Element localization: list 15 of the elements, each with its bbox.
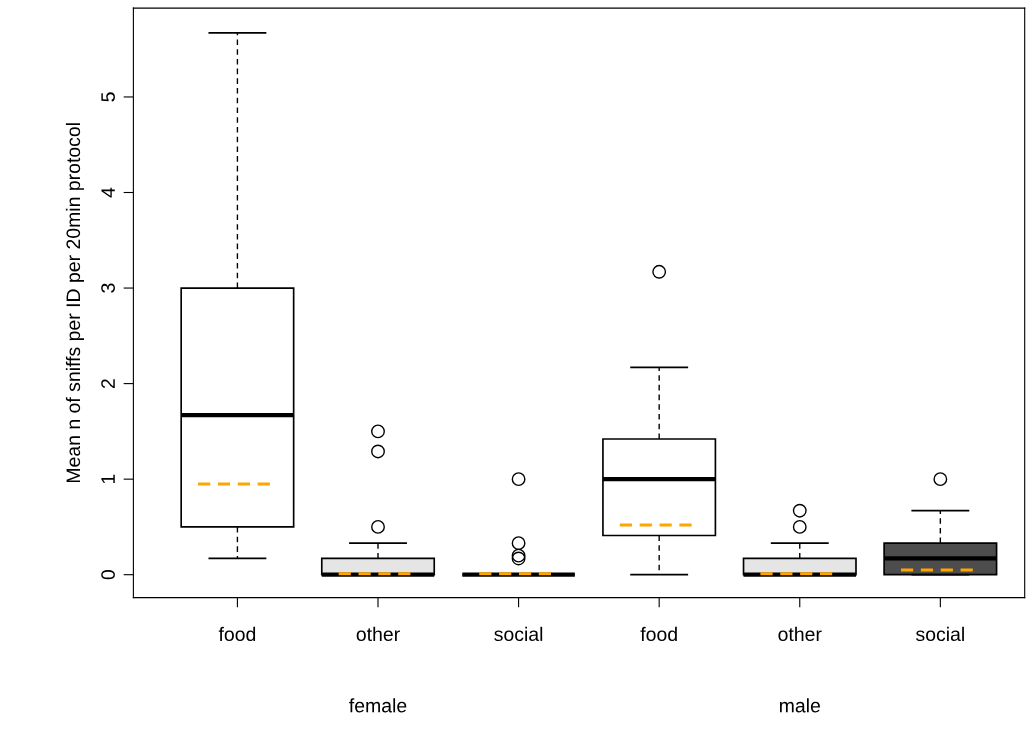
x-tick-label: social [494,626,543,642]
y-tick-label: 5 [101,92,115,102]
y-tick-label: 2 [101,379,115,389]
y-tick-label: 3 [101,283,115,293]
text: female [349,698,407,713]
y-tick-label: 0 [101,570,115,580]
text: male [779,698,820,713]
x-tick-label: other [356,626,400,642]
x-tick-label: other [778,626,822,642]
y-tick-label: 1 [101,474,115,484]
x-tick-label: food [218,626,256,642]
x-tick-label: social [916,626,964,642]
x-tick-label: food [640,626,677,642]
y-axis-title: Mean n of sniffs per ID per 20min protocol [65,123,85,483]
y-tick-label: 4 [101,187,115,198]
